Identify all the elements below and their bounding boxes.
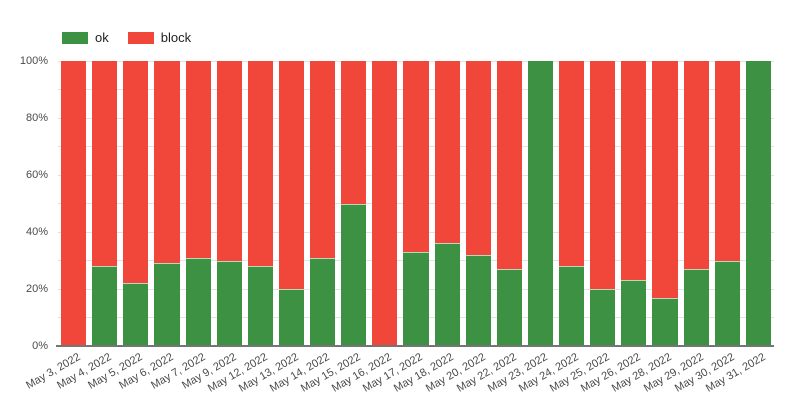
bar-may-18-2022[interactable] [432,61,463,346]
bar-segment-ok[interactable] [745,61,771,346]
legend-label-block: block [160,30,192,45]
bar-segment-ok[interactable] [185,257,211,346]
bar-segment-block[interactable] [652,61,678,298]
bar-segment-block[interactable] [341,61,367,204]
bar-may-9-2022[interactable] [214,61,245,346]
bar-may-3-2022[interactable] [58,61,89,346]
bar-segment-ok[interactable] [403,251,429,346]
bar-segment-block[interactable] [590,61,616,289]
legend-swatch-ok-icon [62,31,88,44]
bar-may-22-2022[interactable] [494,61,525,346]
chart-legend: ok block [62,30,191,45]
bar-segment-block[interactable] [92,61,118,267]
bar-may-23-2022[interactable] [525,61,556,346]
bar-segment-block[interactable] [278,61,304,289]
bar-may-28-2022[interactable] [649,61,680,346]
bar-segment-block[interactable] [621,61,647,281]
bar-may-29-2022[interactable] [681,61,712,346]
y-axis-label: 40% [25,225,48,238]
bar-may-4-2022[interactable] [89,61,120,346]
bar-segment-block[interactable] [434,61,460,244]
bar-segment-block[interactable] [559,61,585,267]
bar-segment-block[interactable] [683,61,709,270]
bar-segment-ok[interactable] [92,266,118,346]
bar-segment-ok[interactable] [247,266,273,346]
gridline [58,60,774,62]
bar-may-15-2022[interactable] [338,61,369,346]
y-axis-label: 80% [25,111,48,124]
legend-label-ok: ok [95,30,109,45]
bar-may-6-2022[interactable] [151,61,182,346]
bar-segment-block[interactable] [247,61,273,267]
bar-may-14-2022[interactable] [307,61,338,346]
bar-segment-block[interactable] [61,61,87,346]
bar-segment-block[interactable] [310,61,336,258]
bar-may-12-2022[interactable] [245,61,276,346]
bar-segment-block[interactable] [216,61,242,261]
bar-segment-ok[interactable] [496,269,522,346]
bar-segment-block[interactable] [185,61,211,258]
bar-segment-ok[interactable] [559,266,585,346]
bar-segment-ok[interactable] [216,260,242,346]
bar-segment-ok[interactable] [714,260,740,346]
bar-segment-block[interactable] [154,61,180,264]
bar-may-26-2022[interactable] [618,61,649,346]
bar-segment-ok[interactable] [123,283,149,346]
bar-segment-block[interactable] [123,61,149,284]
bar-may-7-2022[interactable] [183,61,214,346]
bar-segment-ok[interactable] [683,269,709,346]
bar-may-13-2022[interactable] [276,61,307,346]
bar-may-16-2022[interactable] [369,61,400,346]
bars [58,61,774,346]
y-axis-label: 60% [25,168,48,181]
bar-segment-ok[interactable] [590,289,616,346]
bar-may-5-2022[interactable] [120,61,151,346]
bar-segment-block[interactable] [372,61,398,346]
bar-segment-block[interactable] [465,61,491,255]
bar-may-17-2022[interactable] [400,61,431,346]
y-axis-label: 100% [19,54,48,67]
bar-segment-block[interactable] [496,61,522,270]
bar-segment-ok[interactable] [310,257,336,346]
y-axis-label: 0% [32,339,48,352]
bar-segment-ok[interactable] [527,61,553,346]
bar-segment-ok[interactable] [621,280,647,346]
bar-may-31-2022[interactable] [743,61,774,346]
bar-segment-block[interactable] [714,61,740,261]
bar-may-20-2022[interactable] [463,61,494,346]
bar-segment-ok[interactable] [154,263,180,346]
bar-segment-block[interactable] [403,61,429,252]
legend-swatch-block-icon [127,31,154,44]
bar-segment-ok[interactable] [434,243,460,346]
bar-may-24-2022[interactable] [556,61,587,346]
bar-may-25-2022[interactable] [587,61,618,346]
bar-segment-ok[interactable] [278,289,304,346]
legend-item-block: block [127,30,192,45]
bar-may-30-2022[interactable] [712,61,743,346]
y-axis-label: 20% [25,282,48,295]
bar-segment-ok[interactable] [341,203,367,346]
x-axis-line [56,345,774,347]
legend-item-ok: ok [62,30,109,45]
bar-segment-ok[interactable] [465,254,491,346]
plot-area [56,60,774,347]
bar-segment-ok[interactable] [652,297,678,346]
